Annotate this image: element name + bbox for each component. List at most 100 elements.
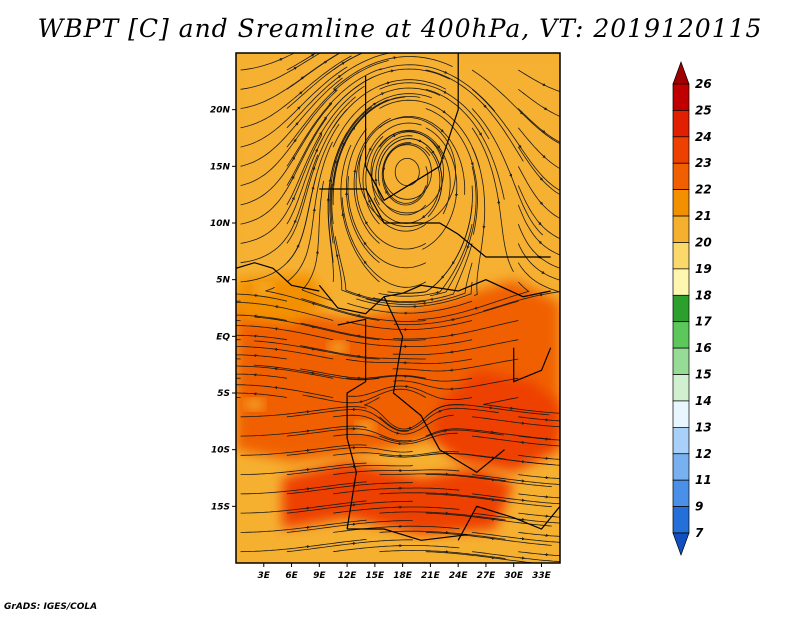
streamline xyxy=(393,320,519,340)
streamline-arrow xyxy=(538,240,543,245)
streamline xyxy=(347,300,473,314)
streamline xyxy=(471,108,544,236)
streamline xyxy=(332,56,453,90)
country-borders xyxy=(236,53,560,541)
colorbar-label: 26 xyxy=(695,77,712,91)
colorbar-box xyxy=(672,506,690,534)
streamline xyxy=(333,506,460,514)
chart-title: WBPT [C] and Sreamline at 400hPa, VT: 20… xyxy=(37,14,763,43)
streamline-arrow xyxy=(541,154,546,159)
streamline-arrow xyxy=(356,314,362,318)
x-tick-label: 6E xyxy=(285,571,298,581)
streamline xyxy=(236,373,287,379)
streamline-arrow xyxy=(315,148,318,154)
streamline-arrow xyxy=(274,305,280,309)
streamline-arrow xyxy=(431,149,435,155)
x-tick-label: 15E xyxy=(366,571,386,581)
streamline xyxy=(333,525,460,533)
streamline xyxy=(332,87,441,148)
y-tick-label: 15S xyxy=(211,502,230,512)
streamline xyxy=(378,224,473,297)
streamline xyxy=(363,397,465,430)
streamline xyxy=(240,103,333,206)
streamline xyxy=(240,55,352,129)
colorbar-label: 19 xyxy=(695,262,712,276)
streamline xyxy=(379,138,443,217)
streamline xyxy=(471,88,560,191)
streamline-arrow xyxy=(519,110,524,115)
streamline xyxy=(353,117,391,244)
streamline xyxy=(236,301,334,321)
colorbar-label: 22 xyxy=(695,183,712,197)
streamline xyxy=(518,454,560,460)
colorbar-top-triangle xyxy=(672,60,690,85)
streamline xyxy=(347,176,426,269)
streamline xyxy=(240,539,367,553)
streamline-arrow xyxy=(540,270,545,274)
colorbar-label: 7 xyxy=(695,526,704,540)
streamline-arrow xyxy=(539,176,544,181)
streamline-arrow xyxy=(436,144,441,149)
streamline-arrow xyxy=(293,219,297,225)
streamline xyxy=(379,511,506,521)
streamline-arrow xyxy=(363,260,368,265)
streamline xyxy=(425,532,552,546)
streamline-arrow xyxy=(473,306,479,310)
colorbar-label: 15 xyxy=(695,368,712,382)
x-tick-label: 21E xyxy=(421,571,441,581)
streamline xyxy=(425,88,505,200)
streamline-arrow xyxy=(394,431,400,435)
streamline xyxy=(518,88,560,117)
border-line xyxy=(365,53,459,202)
streamline xyxy=(286,96,356,225)
streamline xyxy=(472,532,560,543)
streamline xyxy=(517,204,560,256)
colorbar-label: 12 xyxy=(695,447,712,461)
streamline-arrow xyxy=(296,106,301,111)
streamline-arrow xyxy=(372,102,377,106)
streamline xyxy=(240,66,348,148)
x-tick-label: 30E xyxy=(504,571,524,581)
streamline-arrow xyxy=(443,70,448,74)
streamline xyxy=(253,364,380,381)
streamline xyxy=(379,530,506,540)
streamline-arrow xyxy=(385,190,389,195)
y-tick-label: 15N xyxy=(210,162,231,172)
streamline xyxy=(301,298,426,322)
streamline xyxy=(332,96,421,186)
streamline xyxy=(286,109,348,244)
streamline-arrow xyxy=(509,172,513,178)
streamline xyxy=(379,64,496,112)
streamline xyxy=(517,166,560,219)
streamline xyxy=(286,123,340,263)
streamline xyxy=(286,85,365,206)
streamline xyxy=(345,358,473,364)
x-tick-label: 3E xyxy=(258,571,271,581)
streamline xyxy=(430,166,477,297)
streamline-arrow xyxy=(470,160,474,166)
streamline-arrow xyxy=(368,198,372,205)
streamline xyxy=(425,493,552,508)
streamline xyxy=(393,377,519,390)
streamline-arrow xyxy=(291,175,295,181)
streamline xyxy=(236,314,287,321)
streamline-arrow xyxy=(278,58,284,62)
streamline xyxy=(236,365,334,379)
streamline xyxy=(286,482,413,495)
streamline xyxy=(365,136,427,232)
streamline xyxy=(518,108,560,143)
streamline-arrow xyxy=(328,178,332,184)
streamline xyxy=(425,108,478,235)
streamline xyxy=(392,339,519,355)
streamline xyxy=(472,474,560,485)
colorbar-box xyxy=(672,347,690,375)
colorbar-box xyxy=(672,215,690,243)
streamline xyxy=(355,153,426,250)
border-line xyxy=(457,505,560,541)
streamline-arrow xyxy=(310,53,315,57)
streamline xyxy=(240,77,343,167)
streamline xyxy=(240,89,338,186)
streamline xyxy=(286,428,412,442)
streamline xyxy=(518,474,560,479)
streamline xyxy=(340,144,380,283)
